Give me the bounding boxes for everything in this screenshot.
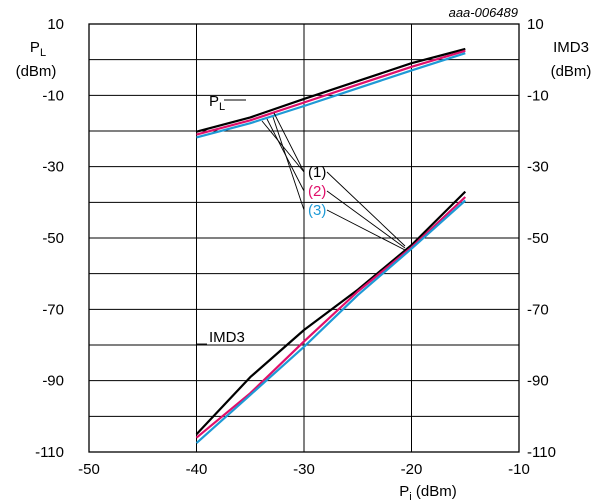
reference-code: aaa-006489 (449, 5, 518, 20)
x-tick-label: -10 (508, 461, 530, 478)
series-line-pl-1 (196, 47, 466, 133)
curve-label-1: (1) (308, 164, 326, 181)
curve-label-2: (2) (308, 183, 326, 200)
series-line-pl-2 (196, 49, 466, 136)
y-tick-label-left: 10 (47, 16, 64, 33)
y-tick-label-right: -110 (527, 444, 556, 461)
leader-line (326, 190, 406, 249)
tick-labels: -50 -40 -30 -20 -10 10 10 -10 -10 -30 -30 -50 -50 -70… (35, 16, 556, 478)
x-tick-label: -30 (293, 461, 315, 478)
series-layer (195, 47, 467, 444)
y-axis-unit-right: (dBm) (551, 63, 592, 80)
series-line-imd3-2 (195, 196, 467, 439)
plot-frame (88, 23, 520, 453)
plot-frame-rect (88, 23, 520, 453)
x-tick-label: -20 (401, 461, 423, 478)
imd3-annotation: IMD3 (209, 329, 245, 346)
y-axis-label-right: IMD3 (553, 39, 589, 56)
y-tick-label-right: -90 (527, 373, 549, 390)
series-line-imd3-3 (195, 199, 467, 444)
y-tick-label-right: -30 (527, 159, 549, 176)
y-tick-label-right: -70 (527, 301, 549, 318)
y-tick-label-left: -70 (42, 301, 64, 318)
y-tick-label-left: -110 (35, 444, 64, 461)
y-axis-unit-left: (dBm) (16, 63, 57, 80)
leader-line (326, 171, 406, 247)
y-tick-label-right: -10 (527, 87, 549, 104)
y-axis-label-left: PL (30, 39, 46, 59)
y-tick-label-left: -90 (42, 373, 64, 390)
y-tick-label-right: -50 (527, 230, 549, 247)
leader-line (326, 209, 406, 251)
leader-line (273, 112, 305, 173)
series-line-imd3-1 (195, 190, 467, 435)
pl-annotation: PL (209, 93, 225, 113)
x-tick-label: -50 (78, 461, 100, 478)
x-tick-label: -40 (186, 461, 208, 478)
curve-label-3: (3) (308, 202, 326, 219)
y-tick-label-left: -10 (42, 87, 64, 104)
leader-lines (196, 99, 406, 345)
grid (89, 24, 519, 452)
leader-line (272, 116, 305, 211)
y-tick-label-right: 10 (527, 16, 544, 33)
y-tick-label-left: -30 (42, 159, 64, 176)
y-tick-label-left: -50 (42, 230, 64, 247)
series-line-pl-3 (196, 52, 466, 139)
x-axis-label: Pi (dBm) (399, 483, 456, 502)
